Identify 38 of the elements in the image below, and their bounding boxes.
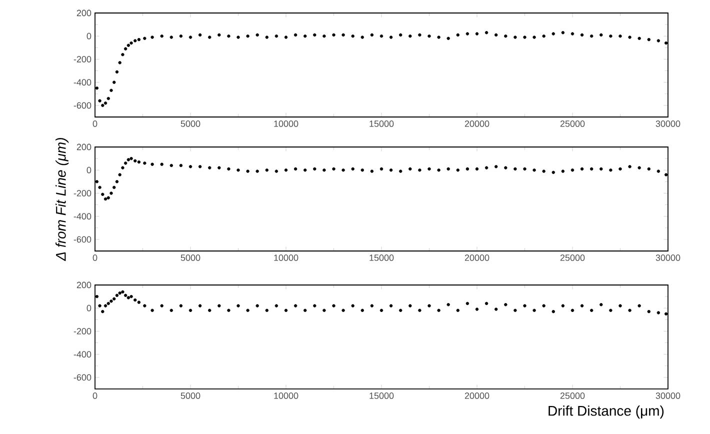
x-tick-label: 0 bbox=[92, 392, 98, 399]
y-tick-label: 200 bbox=[76, 10, 92, 16]
x-tick-label: 20000 bbox=[464, 120, 490, 127]
x-tick-label: 30000 bbox=[656, 254, 680, 261]
y-tick-label: -600 bbox=[74, 236, 92, 243]
y-tick-label: -200 bbox=[74, 190, 92, 196]
x-tick-label: 20000 bbox=[464, 392, 490, 399]
x-tick-label: 15000 bbox=[370, 254, 394, 261]
x-tick-label: 15000 bbox=[370, 392, 394, 399]
x-tick-label: 0 bbox=[92, 120, 98, 127]
y-tick-label: 0 bbox=[86, 166, 92, 174]
x-tick-label: 30000 bbox=[656, 120, 680, 127]
x-tick-label: 25000 bbox=[560, 392, 585, 399]
y-tick-label: -400 bbox=[74, 213, 92, 220]
x-tick-label: 0 bbox=[92, 254, 98, 261]
x-tick-label: 30000 bbox=[656, 392, 680, 399]
x-tick-label: 5000 bbox=[180, 254, 200, 261]
x-tick-label: 5000 bbox=[180, 392, 200, 399]
y-tick-label: -400 bbox=[74, 79, 92, 86]
x-tick-label: 10000 bbox=[274, 254, 298, 261]
y-tick-label: -400 bbox=[74, 351, 92, 358]
y-tick-label: -200 bbox=[74, 56, 92, 62]
y-tick-label: -600 bbox=[74, 102, 92, 109]
y-tick-label: 200 bbox=[76, 144, 92, 150]
x-axis-title: Drift Distance (μm) bbox=[548, 406, 664, 419]
y-tick-label: 0 bbox=[86, 32, 92, 40]
y-tick-label: 0 bbox=[86, 304, 92, 312]
x-tick-label: 10000 bbox=[274, 120, 298, 127]
y-tick-label: -600 bbox=[74, 374, 92, 381]
x-tick-label: 15000 bbox=[370, 120, 394, 127]
y-axis-title: Δ from Fit Line (μm) bbox=[56, 138, 69, 262]
x-tick-label: 25000 bbox=[560, 120, 585, 127]
x-tick-label: 5000 bbox=[180, 120, 200, 127]
x-tick-label: 10000 bbox=[274, 392, 298, 399]
y-tick-label: 200 bbox=[76, 282, 92, 288]
x-tick-label: 20000 bbox=[464, 254, 490, 261]
y-tick-label: -200 bbox=[74, 328, 92, 334]
x-tick-label: 25000 bbox=[560, 254, 585, 261]
